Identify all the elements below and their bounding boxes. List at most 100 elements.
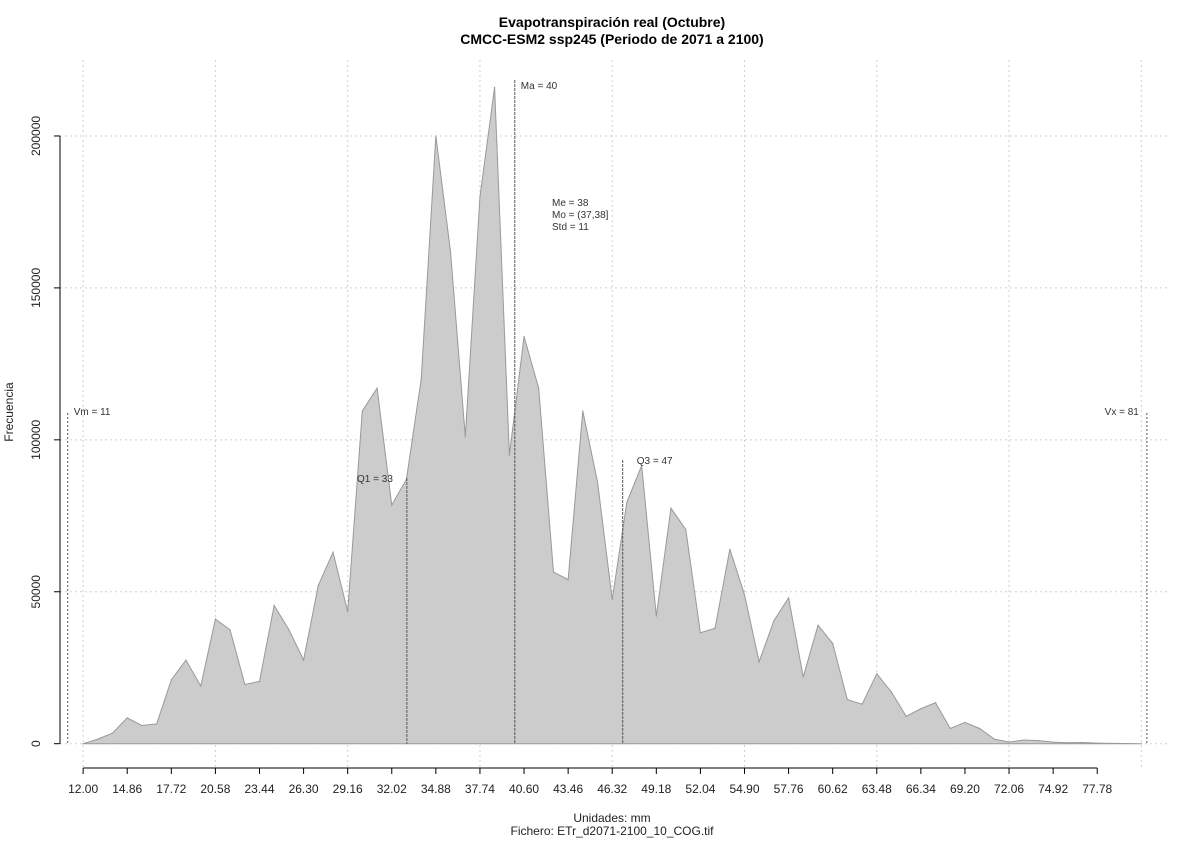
data-point — [200, 685, 202, 687]
x-tick-label: 20.58 — [200, 782, 230, 796]
x-tick-label: 69.20 — [950, 782, 980, 796]
y-tick-label: 0 — [29, 740, 43, 747]
file-caption: Fichero: ETr_d2071-2100_10_COG.tif — [511, 824, 715, 838]
data-point — [890, 691, 893, 693]
x-tick-label: 40.60 — [509, 782, 539, 796]
data-point — [905, 715, 907, 717]
data-point — [1126, 742, 1128, 745]
data-point — [876, 673, 878, 675]
data-point — [787, 597, 790, 599]
data-point — [817, 624, 819, 626]
data-point — [567, 579, 569, 581]
data-point — [582, 410, 584, 412]
reference-lines-layer: Vm = 11 Q1 = 33 Ma = 40 Q3 = 47 Vx = 81 — [67, 80, 1148, 744]
data-point — [214, 618, 216, 620]
x-tick-label: 32.02 — [377, 782, 407, 796]
data-point — [685, 528, 687, 531]
data-point — [156, 723, 158, 725]
data-point — [435, 135, 437, 137]
data-point — [229, 629, 231, 631]
data-point — [347, 610, 349, 613]
data-point — [126, 717, 128, 719]
data-point — [655, 615, 657, 617]
x-tick-label: 54.90 — [729, 782, 759, 796]
x-tick-label: 46.32 — [597, 782, 627, 796]
reference-line-label: Ma = 40 — [521, 81, 558, 92]
x-tick-label: 72.06 — [994, 782, 1024, 796]
x-tick-label: 29.16 — [333, 782, 363, 796]
data-point — [846, 699, 848, 701]
data-point — [1052, 741, 1054, 743]
data-point — [758, 661, 760, 663]
x-axis-title: Unidades: mm — [573, 811, 650, 825]
x-tick-label: 63.48 — [862, 782, 892, 796]
data-point — [391, 504, 393, 506]
chart-title: Evapotranspiración real (Octubre) — [499, 14, 725, 30]
data-point — [743, 594, 746, 596]
reference-line-label: Q3 = 47 — [637, 456, 673, 467]
data-point — [508, 454, 510, 456]
data-point — [979, 727, 981, 730]
data-point — [420, 378, 422, 380]
stat-median: Me = 38 — [552, 198, 589, 209]
data-point — [832, 642, 834, 645]
data-point — [302, 659, 305, 661]
data-point — [141, 724, 143, 727]
x-tick-label: 77.78 — [1082, 782, 1112, 796]
y-tick-label: 100000 — [29, 419, 43, 459]
data-point — [244, 683, 246, 686]
data-point — [964, 721, 966, 724]
reference-line-label: Q1 = 33 — [357, 474, 393, 485]
x-tick-label: 34.88 — [421, 782, 451, 796]
data-point — [170, 679, 172, 681]
x-tick-label: 74.92 — [1038, 782, 1068, 796]
data-point — [479, 196, 481, 198]
data-point — [493, 86, 496, 88]
data-point — [376, 387, 378, 389]
y-tick-label: 150000 — [29, 268, 43, 308]
data-point — [1067, 742, 1069, 744]
data-point — [552, 571, 555, 573]
data-point — [538, 387, 540, 389]
data-point — [1140, 743, 1142, 745]
data-point — [699, 632, 702, 634]
x-tick-label: 60.62 — [818, 782, 848, 796]
frequency-area — [82, 87, 1142, 745]
data-point — [773, 620, 775, 622]
data-point — [185, 659, 187, 661]
data-point — [288, 629, 290, 631]
stat-mode: Mo = (37,38] — [552, 210, 609, 221]
x-tick-label: 43.46 — [553, 782, 583, 796]
reference-line-label: Vx = 81 — [1105, 407, 1140, 418]
y-tick-label: 50000 — [29, 575, 43, 609]
data-point — [332, 551, 334, 553]
data-point — [670, 507, 672, 509]
data-point — [949, 727, 951, 730]
y-tick-label: 200000 — [29, 116, 43, 156]
data-point — [1096, 742, 1098, 744]
data-point — [1008, 741, 1010, 743]
y-axis-title: Frecuencia — [2, 382, 16, 442]
x-tick-label: 52.04 — [685, 782, 715, 796]
x-tick-label: 66.34 — [906, 782, 936, 796]
x-tick-label: 12.00 — [68, 782, 98, 796]
x-tick-label: 14.86 — [112, 782, 142, 796]
data-point — [1037, 740, 1040, 742]
data-point — [714, 627, 716, 629]
data-point — [626, 501, 628, 503]
area-layer — [82, 86, 1142, 745]
data-point — [596, 481, 599, 483]
data-point — [729, 548, 731, 550]
x-tick-label: 57.76 — [774, 782, 804, 796]
data-point — [523, 335, 525, 338]
data-point — [464, 436, 466, 438]
data-point — [317, 585, 319, 587]
data-point — [934, 702, 937, 704]
data-point — [361, 410, 363, 412]
data-point — [449, 250, 452, 253]
x-tick-label: 23.44 — [244, 782, 274, 796]
reference-line-label: Vm = 11 — [74, 407, 111, 418]
data-point — [993, 738, 996, 740]
